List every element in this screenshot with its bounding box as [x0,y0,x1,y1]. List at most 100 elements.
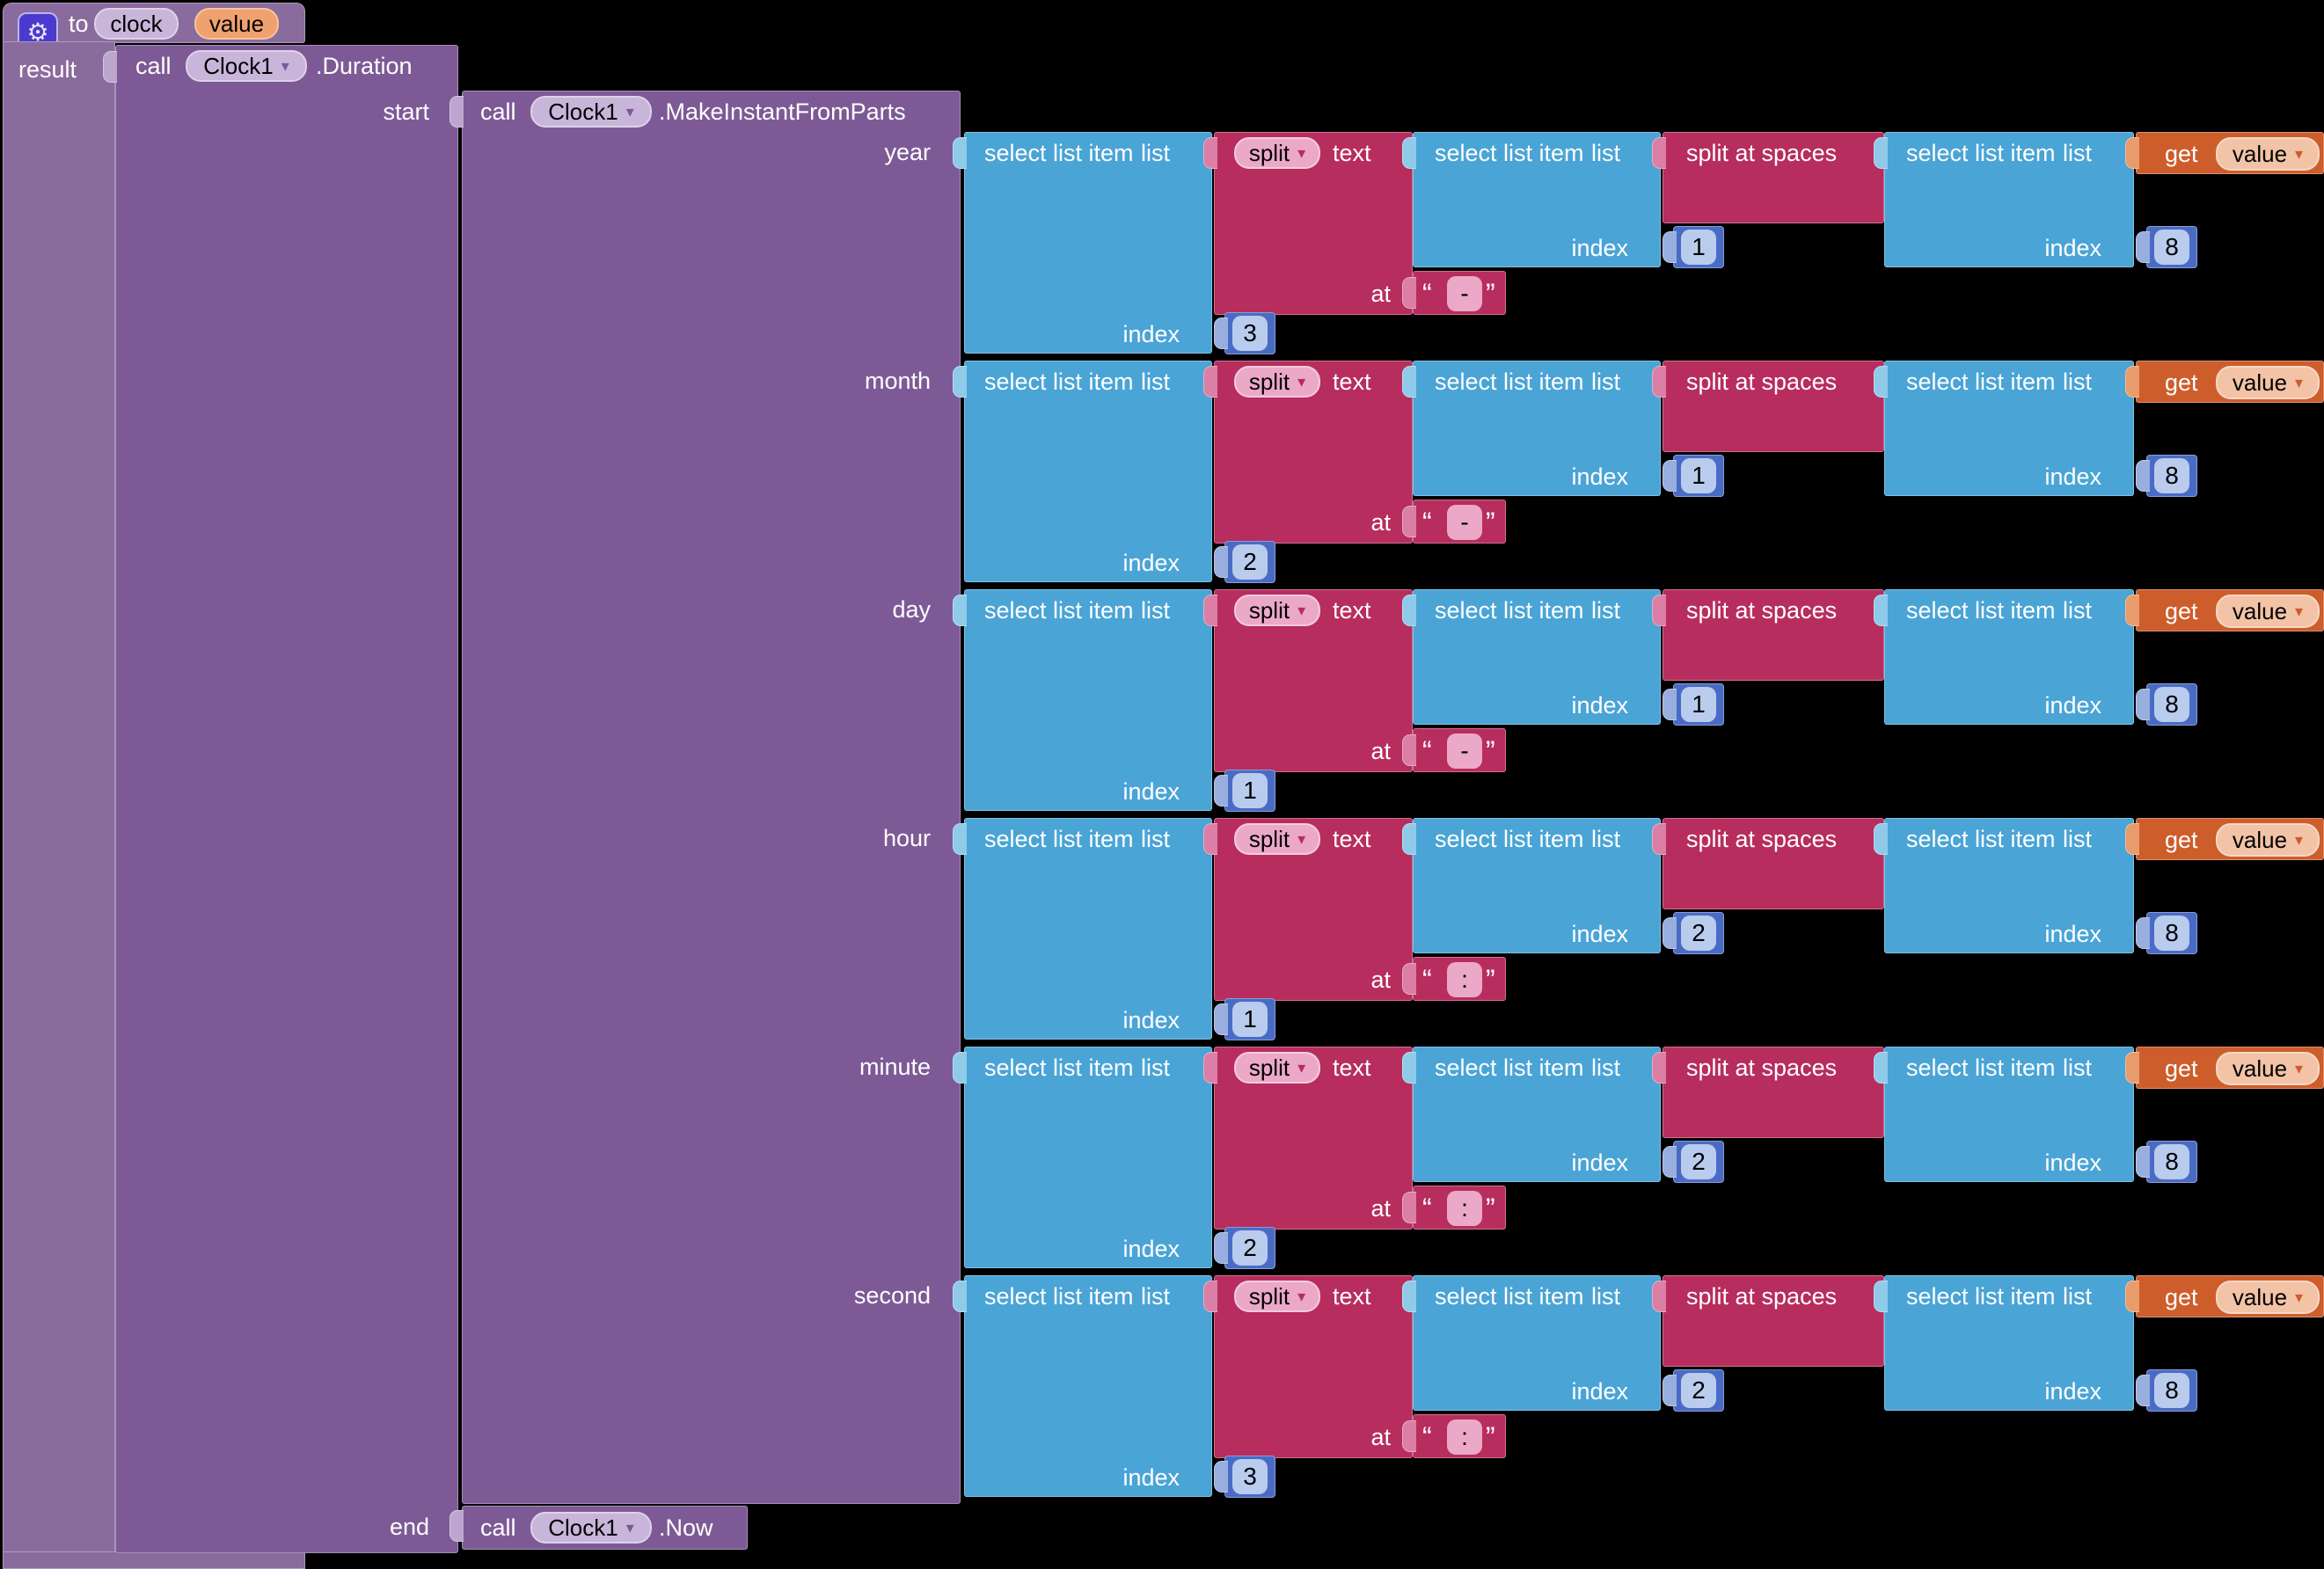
split-dropdown[interactable]: split ▾ [1234,823,1320,855]
variable-dropdown[interactable]: value ▾ [2216,137,2320,171]
split-dropdown[interactable]: split ▾ [1234,595,1320,626]
number-block-inner-index[interactable]: 1 [1663,226,1724,268]
number-value[interactable]: 1 [1681,687,1716,722]
select-list-item-word-block[interactable]: select list item list index [1884,589,2134,725]
number-value[interactable]: 8 [2154,1373,2189,1408]
string-value-field[interactable]: : [1447,962,1482,997]
split-at-spaces-block[interactable]: split at spaces [1663,589,1884,681]
split-text-block[interactable]: split ▾ text at [1214,589,1413,772]
number-value[interactable]: 8 [2154,916,2189,951]
call-now-block[interactable]: call Clock1 ▾ .Now [462,1506,748,1550]
select-list-item-outer-block[interactable]: select list item list index [964,361,1212,582]
select-list-item-middle-block[interactable]: select list item list index [1413,818,1661,953]
get-variable-block[interactable]: get value ▾ [2136,1275,2324,1317]
procedure-name-field[interactable]: clock [94,8,179,40]
select-list-item-middle-block[interactable]: select list item list index [1413,589,1661,725]
variable-dropdown[interactable]: value ▾ [2216,1281,2320,1314]
select-list-item-word-block[interactable]: select list item list index [1884,132,2134,267]
select-list-item-middle-block[interactable]: select list item list index [1413,132,1661,267]
number-block-inner-index[interactable]: 1 [1663,683,1724,726]
number-value[interactable]: 8 [2154,458,2189,493]
number-value[interactable]: 8 [2154,230,2189,265]
string-value-field[interactable]: - [1447,733,1482,769]
call-make-instant-block[interactable]: call Clock1 ▾ .MakeInstantFromParts [462,91,961,1504]
select-list-item-word-block[interactable]: select list item list index [1884,818,2134,953]
text-string-block[interactable]: “ - ” [1413,500,1506,544]
split-dropdown[interactable]: split ▾ [1234,1281,1320,1312]
split-text-block[interactable]: split ▾ text at [1214,361,1413,544]
split-text-block[interactable]: split ▾ text at [1214,1275,1413,1458]
number-block-word-index[interactable]: 8 [2136,1369,2197,1412]
split-text-block[interactable]: split ▾ text at [1214,132,1413,315]
select-list-item-outer-block[interactable]: select list item list index [964,589,1212,811]
select-list-item-middle-block[interactable]: select list item list index [1413,361,1661,496]
variable-dropdown[interactable]: value ▾ [2216,823,2320,857]
text-string-block[interactable]: “ - ” [1413,271,1506,315]
number-value[interactable]: 2 [1232,1230,1268,1266]
number-block-outer-index[interactable]: 2 [1214,541,1275,583]
split-text-block[interactable]: split ▾ text at [1214,1047,1413,1230]
number-block-outer-index[interactable]: 2 [1214,1227,1275,1269]
select-list-item-outer-block[interactable]: select list item list index [964,1275,1212,1497]
text-string-block[interactable]: “ - ” [1413,728,1506,772]
number-value[interactable]: 8 [2154,1144,2189,1179]
now-component-dropdown[interactable]: Clock1 ▾ [530,1512,652,1543]
call-duration-block[interactable]: call Clock1 ▾ .Duration start end [115,45,458,1553]
select-list-item-word-block[interactable]: select list item list index [1884,1275,2134,1411]
number-block-inner-index[interactable]: 2 [1663,912,1724,954]
select-list-item-middle-block[interactable]: select list item list index [1413,1275,1661,1411]
number-block-word-index[interactable]: 8 [2136,912,2197,954]
number-value[interactable]: 2 [1681,1144,1716,1179]
number-value[interactable]: 3 [1232,316,1268,351]
select-list-item-word-block[interactable]: select list item list index [1884,361,2134,496]
number-block-word-index[interactable]: 8 [2136,455,2197,497]
variable-dropdown[interactable]: value ▾ [2216,366,2320,399]
split-dropdown[interactable]: split ▾ [1234,366,1320,398]
number-value[interactable]: 1 [1681,458,1716,493]
split-at-spaces-block[interactable]: split at spaces [1663,361,1884,452]
number-block-inner-index[interactable]: 2 [1663,1141,1724,1183]
procedure-block-body[interactable]: result [3,41,115,1569]
split-at-spaces-block[interactable]: split at spaces [1663,132,1884,223]
number-value[interactable]: 3 [1232,1459,1268,1494]
string-value-field[interactable]: - [1447,505,1482,540]
number-block-outer-index[interactable]: 1 [1214,998,1275,1040]
get-variable-block[interactable]: get value ▾ [2136,589,2324,631]
split-dropdown[interactable]: split ▾ [1234,137,1320,169]
variable-dropdown[interactable]: value ▾ [2216,1052,2320,1085]
select-list-item-outer-block[interactable]: select list item list index [964,818,1212,1040]
number-value[interactable]: 2 [1232,544,1268,580]
split-at-spaces-block[interactable]: split at spaces [1663,1275,1884,1367]
split-text-block[interactable]: split ▾ text at [1214,818,1413,1001]
number-block-outer-index[interactable]: 1 [1214,770,1275,812]
select-list-item-outer-block[interactable]: select list item list index [964,132,1212,354]
text-string-block[interactable]: “ : ” [1413,1414,1506,1458]
make-instant-component-dropdown[interactable]: Clock1 ▾ [530,96,652,128]
number-block-inner-index[interactable]: 2 [1663,1369,1724,1412]
split-dropdown[interactable]: split ▾ [1234,1052,1320,1084]
number-value[interactable]: 8 [2154,687,2189,722]
string-value-field[interactable]: - [1447,276,1482,311]
get-variable-block[interactable]: get value ▾ [2136,1047,2324,1089]
number-value[interactable]: 1 [1232,1002,1268,1037]
number-value[interactable]: 2 [1681,1373,1716,1408]
string-value-field[interactable]: : [1447,1191,1482,1226]
number-block-word-index[interactable]: 8 [2136,1141,2197,1183]
number-block-word-index[interactable]: 8 [2136,683,2197,726]
variable-dropdown[interactable]: value ▾ [2216,595,2320,628]
string-value-field[interactable]: : [1447,1419,1482,1455]
get-variable-block[interactable]: get value ▾ [2136,818,2324,860]
number-block-inner-index[interactable]: 1 [1663,455,1724,497]
get-variable-block[interactable]: get value ▾ [2136,132,2324,174]
select-list-item-outer-block[interactable]: select list item list index [964,1047,1212,1268]
split-at-spaces-block[interactable]: split at spaces [1663,1047,1884,1138]
number-block-word-index[interactable]: 8 [2136,226,2197,268]
number-block-outer-index[interactable]: 3 [1214,312,1275,354]
number-block-outer-index[interactable]: 3 [1214,1456,1275,1498]
text-string-block[interactable]: “ : ” [1413,1186,1506,1230]
procedure-param-pill[interactable]: value [194,8,279,40]
text-string-block[interactable]: “ : ” [1413,957,1506,1001]
number-value[interactable]: 2 [1681,916,1716,951]
number-value[interactable]: 1 [1681,230,1716,265]
get-variable-block[interactable]: get value ▾ [2136,361,2324,403]
